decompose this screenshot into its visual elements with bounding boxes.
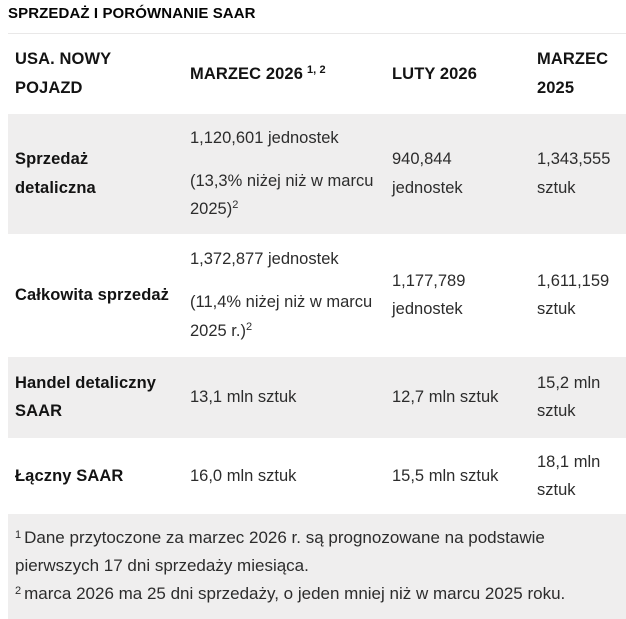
cell-note: (11,4% niżej niż w marcu 2025 r.)2 [190, 293, 373, 340]
saar-comparison-table: USA. NOWY POJAZD MARZEC 2026 1, 2 LUTY 20… [8, 33, 626, 514]
cell-laczny-saar-marzec-2025: 18,1 mln sztuk [537, 452, 601, 499]
cell-calkowita-sprzedaz-marzec-2025: 1,611,159 sztuk [537, 271, 610, 319]
cell-handel-detaliczny-saar-marzec-2025: 15,2 mln sztuk [530, 356, 626, 438]
row-label-laczny-saar: Łączny SAAR [15, 466, 124, 485]
cell-sprzedaz-detaliczna-marzec-2026: 1,120,601 jednostek (13,3% niżej niż w m… [183, 113, 385, 234]
table-header-row: USA. NOWY POJAZD MARZEC 2026 1, 2 LUTY 20… [8, 34, 626, 114]
cell-calkowita-sprzedaz-luty-2026: 1,177,789 jednostek [392, 271, 466, 319]
column-header-marzec-2026: MARZEC 2026 1, 2 [183, 34, 385, 114]
cell-note: (13,3% niżej niż w marcu 2025)2 [190, 171, 374, 219]
column-header-marzec-2026-footnote-ref: 1, 2 [306, 63, 326, 76]
table-row-laczny-saar: Łączny SAAR 16,0 mln sztuk 15,5 mln sztu… [8, 438, 626, 515]
column-header-marzec-2025: MARZEC 2025 [537, 50, 609, 97]
footnote-ref: 2 [232, 199, 239, 212]
page-title: SPRZEDAŻ I PORÓWNANIE SAAR [8, 5, 256, 22]
footnote-1: 1 Dane przytoczone za marzec 2026 r. są p… [15, 524, 614, 579]
footnote-2-text: marca 2026 ma 25 dni sprzedaży, o jeden … [24, 583, 566, 603]
row-label-sprzedaz-detaliczna: Sprzedaż detaliczna [8, 113, 183, 234]
footnote-ref: 2 [245, 320, 253, 333]
cell-sprzedaz-detaliczna-luty-2026: 940,844 jednostek [385, 113, 530, 234]
cell-value: 1,120,601 jednostek [190, 128, 339, 147]
footnote-2: 2 marca 2026 ma 25 dni sprzedaży, o jeden… [15, 580, 614, 608]
table-footnotes: 1 Dane przytoczone za marzec 2026 r. są p… [8, 514, 626, 619]
column-header-marzec-2026-label: MARZEC 2026 [190, 64, 303, 83]
cell-calkowita-sprzedaz-marzec-2026: 1,372,877 jednostek (11,4% niżej niż w m… [183, 234, 385, 357]
column-header-luty-2026: LUTY 2026 [392, 64, 477, 83]
row-label-handel-detaliczny-saar: Handel detaliczny SAAR [8, 356, 183, 438]
cell-value: 1,372,877 jednostek [190, 250, 339, 269]
table-row-calkowita-sprzedaz: Całkowita sprzedaż 1,372,877 jednostek (… [8, 234, 626, 357]
cell-handel-detaliczny-saar-marzec-2026: 13,1 mln sztuk [183, 356, 385, 438]
footnote-1-marker: 1 [15, 529, 22, 542]
footnote-2-marker: 2 [15, 584, 22, 597]
cell-handel-detaliczny-saar-luty-2026: 12,7 mln sztuk [385, 356, 530, 438]
column-header-vehicle: USA. NOWY POJAZD [15, 50, 111, 97]
table-row-sprzedaz-detaliczna: Sprzedaż detaliczna 1,120,601 jednostek … [8, 113, 626, 234]
cell-sprzedaz-detaliczna-marzec-2025: 1,343,555 sztuk [530, 113, 626, 234]
table-row-handel-detaliczny-saar: Handel detaliczny SAAR 13,1 mln sztuk 12… [8, 356, 626, 438]
footnote-1-text: Dane przytoczone za marzec 2026 r. są pr… [15, 528, 545, 576]
cell-laczny-saar-marzec-2026: 16,0 mln sztuk [190, 466, 297, 485]
row-label-calkowita-sprzedaz: Całkowita sprzedaż [15, 285, 170, 304]
cell-laczny-saar-luty-2026: 15,5 mln sztuk [392, 466, 499, 485]
